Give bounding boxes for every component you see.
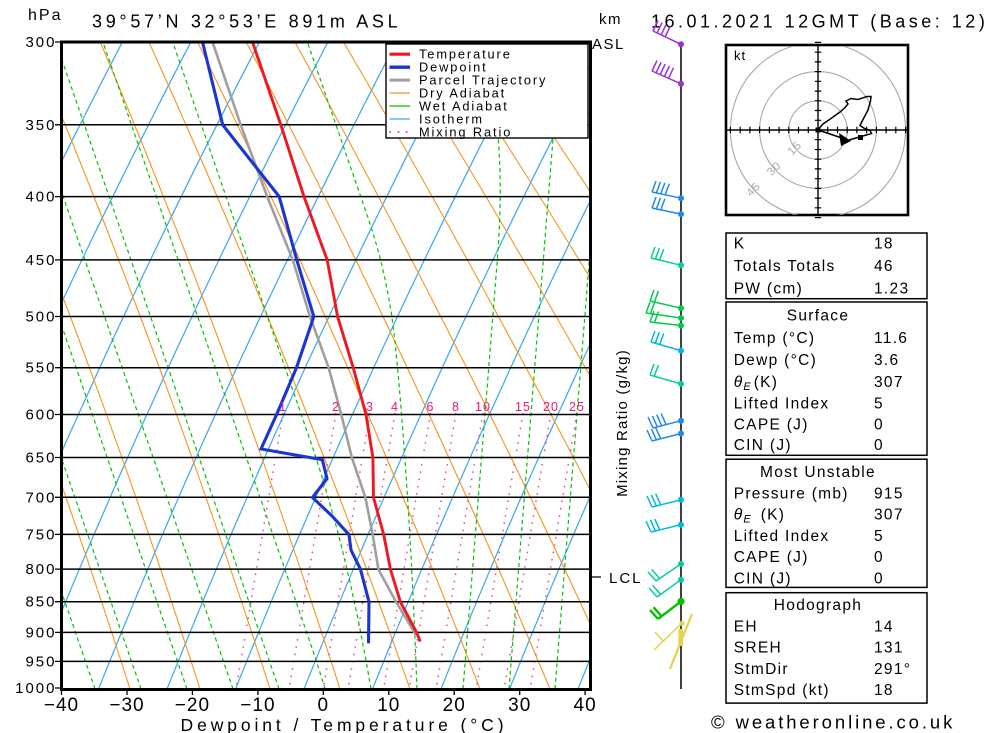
svg-text:2: 2 — [332, 400, 340, 414]
svg-text:0: 0 — [874, 549, 884, 566]
svg-text:16.01.2021 12GMT (Base: 12): 16.01.2021 12GMT (Base: 12) — [651, 12, 988, 32]
svg-text:Lifted Index: Lifted Index — [734, 395, 830, 412]
svg-text:Surface: Surface — [787, 308, 850, 325]
svg-text:ASL: ASL — [592, 36, 625, 53]
svg-text:5: 5 — [874, 395, 884, 412]
svg-text:PW (cm): PW (cm) — [734, 280, 803, 297]
svg-text:400: 400 — [25, 189, 56, 206]
svg-text:850: 850 — [25, 594, 56, 611]
svg-text:Mixing Ratio: Mixing Ratio — [419, 124, 512, 139]
svg-text:14: 14 — [874, 618, 894, 635]
svg-text:SREH: SREH — [734, 640, 782, 657]
svg-text:46: 46 — [874, 258, 894, 275]
svg-text:1: 1 — [279, 400, 287, 414]
svg-text:11.6: 11.6 — [874, 330, 908, 347]
svg-text:450: 450 — [25, 252, 56, 269]
svg-text:CAPE (J): CAPE (J) — [734, 416, 809, 433]
svg-text:8: 8 — [452, 400, 460, 414]
svg-text:Most Unstable: Most Unstable — [760, 464, 876, 481]
svg-text:131: 131 — [874, 640, 904, 657]
svg-text:291°: 291° — [874, 661, 911, 678]
svg-text:(K): (K) — [761, 507, 786, 524]
svg-text:6: 6 — [427, 400, 435, 414]
svg-text:Dewp (°C): Dewp (°C) — [734, 352, 817, 369]
svg-text:900: 900 — [25, 624, 56, 641]
svg-text:Isotherm: Isotherm — [419, 111, 484, 126]
svg-text:3.6: 3.6 — [874, 352, 899, 369]
svg-text:Dewpoint: Dewpoint — [419, 60, 488, 75]
svg-text:20: 20 — [443, 695, 466, 716]
svg-text:550: 550 — [25, 360, 56, 377]
svg-text:0: 0 — [874, 437, 884, 454]
svg-text:10: 10 — [475, 400, 491, 414]
svg-text:StmDir: StmDir — [734, 661, 789, 678]
svg-text:20: 20 — [543, 400, 559, 414]
svg-text:−20: −20 — [175, 695, 210, 716]
svg-text:Dry Adiabat: Dry Adiabat — [419, 86, 506, 101]
svg-text:km: km — [599, 11, 622, 28]
svg-text:650: 650 — [25, 450, 56, 467]
svg-text:−10: −10 — [240, 695, 275, 716]
svg-text:hPa: hPa — [28, 7, 62, 24]
svg-text:18: 18 — [874, 236, 894, 253]
svg-text:K: K — [734, 236, 746, 253]
svg-text:30: 30 — [508, 695, 531, 716]
svg-text:950: 950 — [25, 653, 56, 670]
svg-text:40: 40 — [574, 695, 597, 716]
svg-text:0: 0 — [318, 695, 330, 716]
svg-text:0: 0 — [874, 416, 884, 433]
svg-text:18: 18 — [874, 682, 894, 699]
svg-text:915: 915 — [874, 485, 904, 502]
svg-text:Temperature: Temperature — [419, 47, 512, 62]
svg-text:1.23: 1.23 — [874, 280, 909, 297]
svg-text:CAPE (J): CAPE (J) — [734, 549, 809, 566]
svg-text:0: 0 — [874, 571, 884, 588]
svg-text:25: 25 — [569, 400, 585, 414]
svg-text:4: 4 — [391, 400, 399, 414]
svg-text:Pressure (mb): Pressure (mb) — [734, 485, 849, 502]
svg-text:StmSpd (kt): StmSpd (kt) — [734, 682, 830, 699]
svg-text:Lifted Index: Lifted Index — [734, 528, 830, 545]
svg-text:15: 15 — [515, 400, 531, 414]
svg-text:10: 10 — [377, 695, 400, 716]
svg-text:700: 700 — [25, 489, 56, 506]
svg-text:750: 750 — [25, 526, 56, 543]
svg-text:kt: kt — [734, 48, 746, 63]
svg-text:Mixing Ratio (g/kg): Mixing Ratio (g/kg) — [614, 349, 631, 497]
svg-text:(K): (K) — [754, 374, 779, 391]
svg-text:300: 300 — [25, 34, 56, 51]
svg-text:LCL: LCL — [609, 570, 643, 587]
svg-text:1000: 1000 — [15, 680, 56, 697]
svg-text:5: 5 — [874, 528, 884, 545]
svg-text:307: 307 — [874, 507, 904, 524]
svg-text:3: 3 — [366, 400, 374, 414]
svg-text:EH: EH — [734, 618, 758, 635]
svg-text:Parcel Trajectory: Parcel Trajectory — [419, 73, 547, 88]
svg-text:Totals Totals: Totals Totals — [734, 258, 836, 275]
svg-text:−30: −30 — [109, 695, 144, 716]
svg-text:800: 800 — [25, 561, 56, 578]
svg-text:Hodograph: Hodograph — [774, 597, 862, 614]
svg-text:350: 350 — [25, 117, 56, 134]
svg-text:600: 600 — [25, 407, 56, 424]
svg-text:39°57’N 32°53’E 891m ASL: 39°57’N 32°53’E 891m ASL — [92, 12, 401, 32]
svg-text:Wet Adiabat: Wet Adiabat — [419, 98, 509, 113]
svg-text:500: 500 — [25, 309, 56, 326]
svg-text:−40: −40 — [44, 695, 79, 716]
svg-text:© weatheronline.co.uk: © weatheronline.co.uk — [711, 712, 955, 733]
svg-text:307: 307 — [874, 374, 904, 391]
svg-text:CIN (J): CIN (J) — [734, 571, 792, 588]
svg-text:Dewpoint / Temperature (°C): Dewpoint / Temperature (°C) — [181, 715, 508, 733]
svg-text:Temp (°C): Temp (°C) — [734, 330, 816, 347]
svg-text:CIN (J): CIN (J) — [734, 437, 792, 454]
